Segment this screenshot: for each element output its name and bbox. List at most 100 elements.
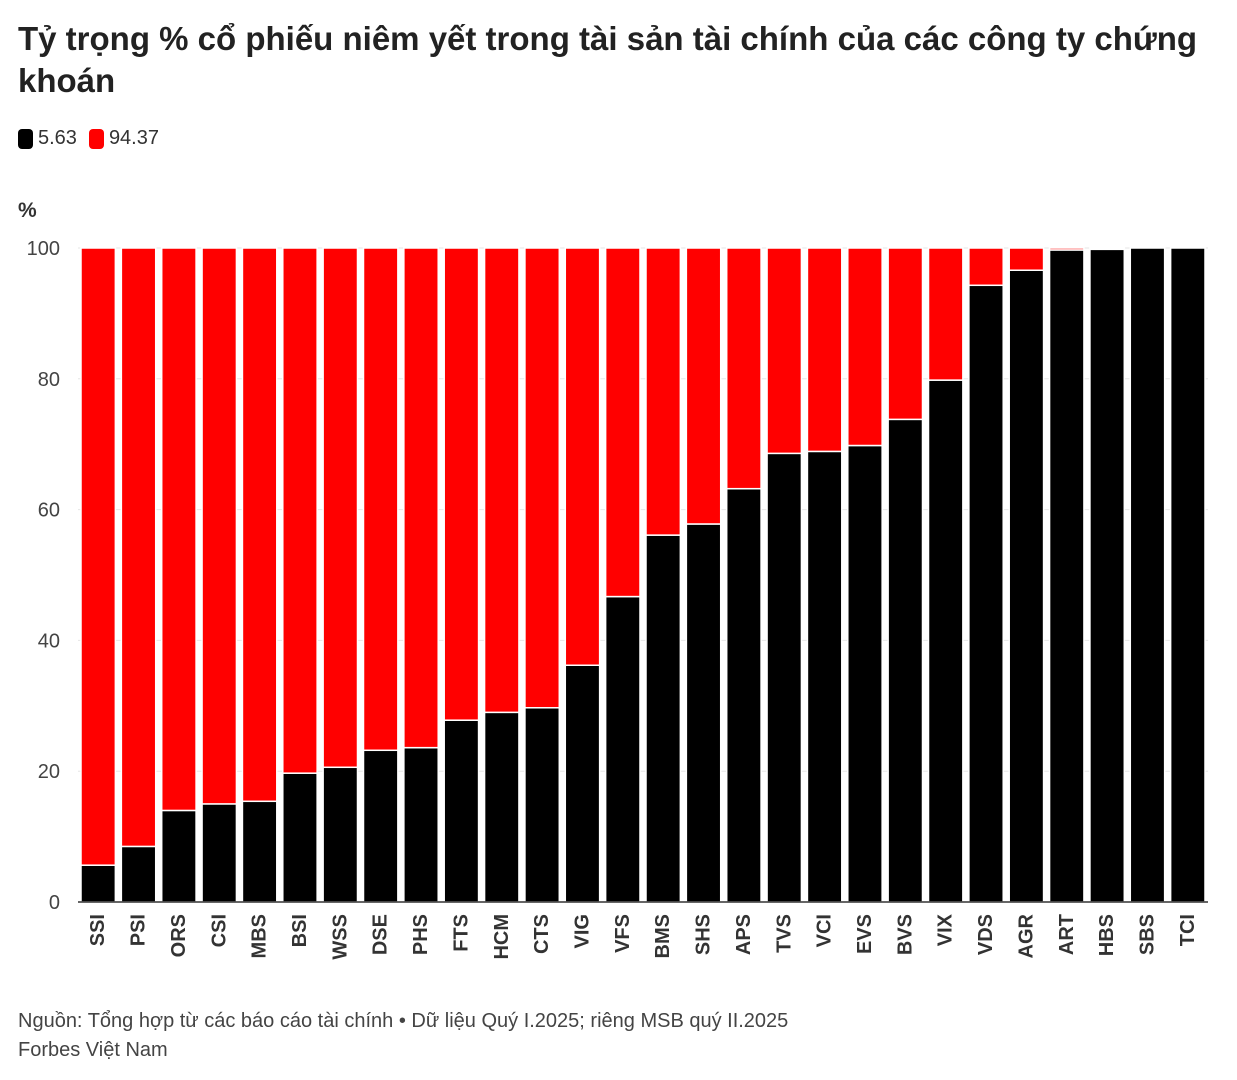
bar-vfs-series-2: [604, 247, 641, 598]
x-tick-label-aps: APS: [733, 914, 755, 955]
x-tick-label-vci: VCI: [814, 914, 836, 947]
x-tick-label-fts: FTS: [450, 914, 472, 952]
x-tick-label-evs: EVS: [854, 914, 876, 954]
x-tick-label-psi: PSI: [128, 914, 150, 946]
y-tick-label-0: 0: [49, 892, 60, 914]
y-tick-label-100: 100: [27, 238, 60, 260]
x-tick-label-vds: VDS: [975, 914, 997, 955]
bar-art-series-1: [1048, 249, 1085, 903]
legend-item-series-2: 94.37: [88, 127, 159, 150]
x-tick-label-csi: CSI: [208, 914, 230, 947]
x-tick-label-tci: TCI: [1177, 914, 1199, 946]
bar-bms-series-1: [645, 534, 682, 903]
x-tick-label-phs: PHS: [410, 914, 432, 955]
legend: 5.63 94.37: [18, 127, 171, 150]
y-axis-unit-label: %: [18, 199, 37, 222]
bar-vds-series-1: [968, 284, 1004, 903]
bar-dse-series-2: [362, 247, 399, 752]
x-tick-label-ors: ORS: [168, 914, 190, 957]
bar-cts-series-2: [524, 247, 561, 709]
x-tick-label-cts: CTS: [531, 914, 553, 954]
x-tick-label-vfs: VFS: [612, 914, 634, 953]
chart-title: Tỷ trọng % cổ phiếu niêm yết trong tài s…: [18, 20, 1198, 99]
bar-bvs-series-1: [887, 418, 924, 903]
bar-vci-series-1: [806, 450, 843, 903]
x-tick-label-sbs: SBS: [1136, 914, 1158, 955]
bar-hcm-series-2: [483, 247, 520, 714]
bar-ors-series-2: [160, 247, 197, 812]
x-tick-label-mbs: MBS: [249, 914, 271, 958]
bar-wss-series-1: [322, 766, 359, 903]
x-tick-label-art: ART: [1056, 914, 1078, 955]
bar-ssi-series-1: [80, 864, 117, 903]
legend-swatch-series-1: [18, 128, 33, 149]
bar-evs-series-2: [847, 247, 883, 447]
bar-aps-series-2: [725, 247, 762, 490]
bar-cts-series-1: [524, 707, 561, 903]
legend-item-series-1: 5.63: [18, 127, 77, 150]
bar-wss-series-2: [322, 247, 359, 769]
x-tick-label-vig: VIG: [571, 914, 593, 948]
bar-fts-series-2: [443, 247, 480, 721]
bar-vci-series-2: [806, 247, 843, 453]
bar-psi-series-2: [120, 247, 157, 848]
x-tick-label-shs: SHS: [693, 914, 715, 955]
footer: Nguồn: Tổng hợp từ các báo cáo tài chính…: [18, 1007, 788, 1065]
y-tick-label-20: 20: [38, 761, 60, 783]
bar-hbs-series-1: [1089, 248, 1126, 903]
x-tick-label-bms: BMS: [652, 914, 674, 958]
bar-mbs-series-2: [241, 247, 278, 803]
bar-phs-series-2: [403, 247, 439, 749]
bar-mbs-series-1: [241, 800, 278, 903]
bar-fts-series-1: [443, 719, 480, 903]
legend-label-series-1: 5.63: [38, 127, 77, 149]
bar-vfs-series-1: [604, 595, 641, 903]
x-tick-label-agr: AGR: [1015, 913, 1037, 958]
credit-note: Forbes Việt Nam: [18, 1039, 168, 1061]
x-tick-label-hcm: HCM: [491, 914, 513, 960]
x-tick-label-bsi: BSI: [289, 914, 311, 947]
bar-bvs-series-2: [887, 247, 924, 421]
y-tick-label-60: 60: [38, 500, 60, 522]
bar-phs-series-1: [403, 746, 439, 903]
y-tick-label-80: 80: [38, 369, 60, 391]
bar-csi-series-2: [201, 247, 238, 805]
y-tick-label-40: 40: [38, 630, 60, 652]
legend-label-series-2: 94.37: [108, 127, 159, 149]
bar-vig-series-2: [564, 247, 601, 667]
bar-art-series-2: [1048, 247, 1085, 251]
bar-agr-series-2: [1008, 247, 1045, 271]
bar-bms-series-2: [645, 247, 682, 536]
bar-agr-series-1: [1008, 269, 1045, 903]
bar-vix-series-2: [927, 247, 964, 381]
bar-csi-series-1: [201, 803, 238, 903]
bar-hcm-series-1: [483, 711, 520, 903]
bar-hbs-series-2: [1089, 247, 1126, 251]
bar-ssi-series-2: [80, 247, 117, 866]
bar-vig-series-1: [564, 664, 601, 903]
bar-tci-series-1: [1169, 247, 1206, 903]
bar-bsi-series-2: [282, 247, 318, 774]
bar-dse-series-1: [362, 749, 399, 903]
bar-ors-series-1: [160, 809, 197, 903]
bar-tvs-series-1: [766, 452, 803, 903]
bar-vds-series-2: [968, 247, 1004, 287]
x-tick-label-vix: VIX: [935, 913, 957, 946]
stacked-bar-chart: 0 20 40 60 80 100 SSI PSI ORS CSI MBS BSI WSS DSE PHS F…: [27, 238, 1208, 960]
bar-bsi-series-1: [282, 772, 318, 903]
bar-psi-series-1: [120, 845, 157, 903]
x-tick-label-bvs: BVS: [894, 914, 916, 955]
x-tick-label-wss: WSS: [329, 914, 351, 960]
bar-shs-series-1: [685, 523, 722, 903]
bar-vix-series-1: [927, 379, 964, 903]
bar-shs-series-2: [685, 247, 722, 525]
bar-evs-series-1: [847, 444, 883, 903]
x-tick-label-hbs: HBS: [1096, 914, 1118, 956]
bar-tvs-series-2: [766, 247, 803, 455]
bar-aps-series-1: [725, 487, 762, 903]
x-tick-label-ssi: SSI: [87, 914, 109, 946]
x-tick-label-tvs: TVS: [773, 914, 795, 953]
legend-swatch-series-2: [88, 128, 104, 149]
bar-sbs-series-1: [1129, 247, 1166, 903]
x-tick-label-dse: DSE: [370, 914, 392, 955]
